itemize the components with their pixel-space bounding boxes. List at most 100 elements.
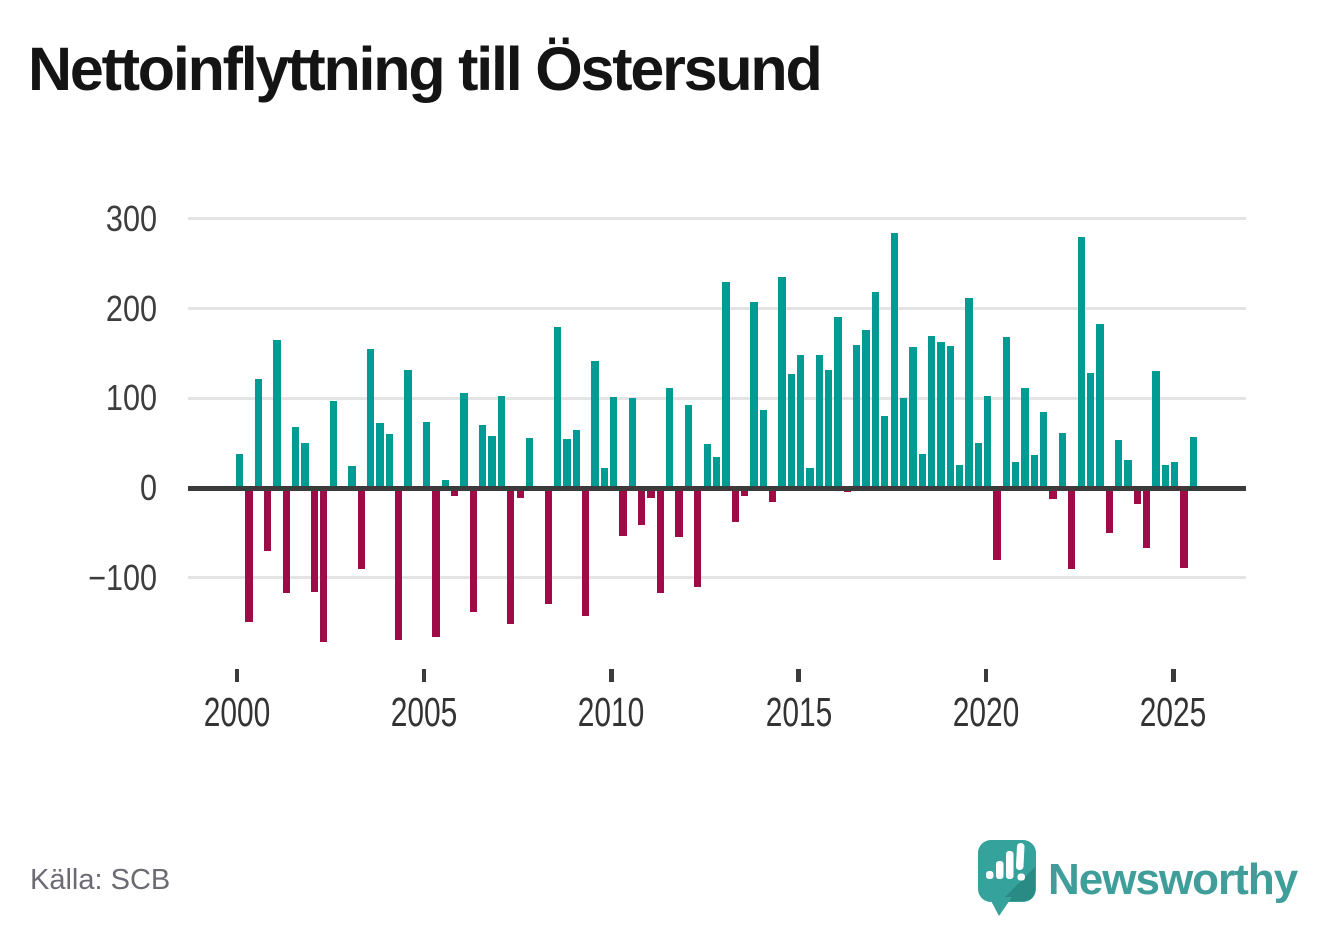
bar-2000-q2	[245, 488, 253, 622]
bar-2022-q3	[1077, 236, 1085, 488]
bar-2005-q3	[441, 479, 450, 488]
bar-2018-q3	[927, 336, 936, 488]
bar-2004-q2	[394, 488, 403, 640]
bar-2015-q1	[797, 355, 805, 488]
x-tick-mark	[796, 669, 801, 682]
bar-2023-q2	[1105, 488, 1113, 533]
x-tick-mark	[421, 669, 427, 682]
bar-2022-q1	[1058, 433, 1067, 488]
bar-2020-q3	[1002, 337, 1011, 488]
bar-2009-q3	[591, 360, 599, 488]
bar-2017-q2	[881, 416, 889, 488]
bar-2007-q2	[507, 488, 515, 625]
bar-2005-q4	[451, 488, 459, 497]
bar-2021-q3	[1040, 411, 1048, 488]
chart-title: Nettoinflyttning till Östersund	[28, 35, 823, 103]
bar-2021-q4	[1049, 488, 1057, 499]
bar-2010-q4	[638, 488, 646, 525]
x-tick-mark	[234, 669, 240, 682]
bar-2001-q4	[301, 443, 309, 488]
x-axis-label: 2010	[578, 689, 645, 735]
bar-2014-q2	[768, 488, 777, 503]
bar-2010-q1	[610, 397, 618, 488]
bar-2017-q4	[899, 398, 908, 488]
bar-2012-q1	[684, 404, 693, 488]
bar-2012-q4	[712, 456, 721, 488]
bar-2007-q3	[516, 488, 524, 498]
bar-2000-q4	[264, 488, 272, 551]
bar-2008-q2	[544, 488, 552, 604]
bar-2022-q4	[1086, 373, 1095, 488]
y-axis-label: 300	[105, 197, 157, 239]
bar-2025-q1	[1171, 461, 1179, 488]
bar-2011-q4	[675, 488, 683, 538]
bar-2002-q2	[320, 488, 328, 643]
bar-2004-q1	[385, 434, 393, 488]
bar-2019-q3	[965, 297, 973, 488]
bar-2006-q1	[460, 392, 468, 488]
bar-2007-q1	[497, 395, 506, 488]
x-tick-mark	[1171, 669, 1176, 682]
bar-2003-q1	[348, 465, 356, 488]
bar-2018-q2	[918, 453, 926, 488]
bar-2008-q4	[563, 438, 571, 488]
bar-2012-q2	[694, 488, 702, 587]
bar-2014-q1	[759, 409, 767, 488]
bar-2024-q4	[1161, 464, 1169, 488]
y-axis-label: 0	[139, 467, 157, 508]
bar-2019-q2	[955, 464, 964, 488]
bar-2007-q4	[525, 437, 534, 488]
bar-2010-q3	[628, 398, 637, 488]
bar-2016-q1	[834, 316, 842, 488]
bar-2016-q4	[862, 330, 870, 488]
bar-2023-q4	[1124, 460, 1132, 488]
x-axis-label: 2005	[390, 689, 458, 735]
bar-2024-q1	[1133, 488, 1141, 505]
bar-2015-q3	[815, 355, 824, 488]
bar-2023-q3	[1114, 439, 1123, 488]
x-tick-mark	[609, 669, 614, 682]
x-tick-mark	[983, 669, 989, 682]
bar-2022-q2	[1068, 488, 1076, 569]
bar-2014-q4	[787, 374, 795, 488]
bar-2002-q1	[310, 488, 319, 593]
bar-2006-q4	[488, 435, 496, 488]
newsworthy-logo-text: Newsworthy	[1048, 855, 1298, 904]
gridline	[188, 396, 1246, 400]
bar-2013-q1	[722, 281, 730, 488]
bar-2000-q3	[254, 378, 263, 488]
bar-2016-q3	[853, 345, 861, 488]
bar-2020-q4	[1012, 461, 1020, 488]
newsworthy-logo-icon	[978, 840, 1036, 916]
bar-2020-q1	[984, 395, 992, 488]
bar-2021-q2	[1030, 454, 1039, 488]
bar-2005-q2	[432, 488, 440, 637]
bar-2015-q2	[806, 468, 814, 488]
bar-2010-q2	[619, 488, 627, 536]
newsworthy-logo: Newsworthy	[978, 840, 1298, 920]
x-axis-label: 2015	[765, 689, 833, 735]
y-axis-label: 100	[105, 377, 157, 419]
bar-2006-q3	[479, 425, 487, 488]
bar-2021-q1	[1021, 387, 1029, 488]
bar-2004-q3	[404, 369, 412, 488]
bar-2009-q4	[600, 468, 608, 488]
bar-2006-q2	[469, 488, 478, 612]
bar-2024-q3	[1152, 371, 1160, 488]
bar-2011-q1	[647, 488, 655, 498]
bar-2015-q4	[825, 369, 833, 488]
zero-axis-line	[188, 485, 1246, 491]
bar-2025-q2	[1180, 488, 1188, 568]
gridline	[188, 217, 1246, 221]
x-axis-label: 2025	[1139, 689, 1207, 735]
x-axis-label: 2000	[203, 689, 271, 735]
y-axis-label: −100	[88, 556, 157, 598]
bar-2003-q2	[357, 488, 365, 569]
y-axis-label: 200	[105, 287, 157, 329]
bar-2011-q2	[656, 488, 665, 593]
bar-2000-q1	[236, 453, 244, 488]
bar-2003-q4	[376, 422, 384, 488]
bar-2020-q2	[993, 488, 1001, 560]
bar-2017-q3	[890, 233, 898, 488]
